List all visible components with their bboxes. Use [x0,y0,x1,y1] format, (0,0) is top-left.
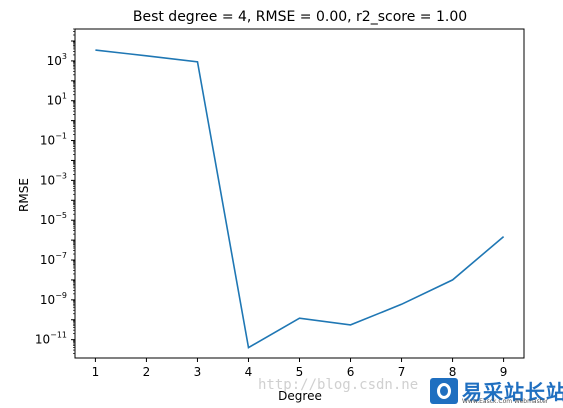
data-point [247,346,250,349]
y-tick-label: 101 [47,92,67,108]
data-point [145,54,148,57]
data-point [400,303,403,306]
x-tick-label: 9 [500,365,508,379]
x-tick-label: 5 [296,365,304,379]
data-point [502,235,505,238]
data-point [451,278,454,281]
x-tick-label: 8 [449,365,457,379]
x-tick-label: 4 [245,365,253,379]
x-tick-label: 2 [143,365,151,379]
logo-badge-icon [430,378,458,404]
x-axis-ticks: 1 2 3 4 5 6 7 8 9 [92,358,508,379]
y-tick-label: 10−1 [40,132,67,148]
series-points [94,49,505,350]
x-axis-label: Degree [278,389,322,403]
y-tick-label: 103 [47,52,67,68]
watermark-url: http://blog.csdn.ne [258,377,418,393]
chart-title: Best degree = 4, RMSE = 0.00, r2_score =… [133,9,467,25]
data-point [298,317,301,320]
y-tick-label: 10−11 [35,331,67,347]
data-point [196,60,199,63]
x-tick-label: 1 [92,365,100,379]
watermark-logo: 易采站长站 Www.Easck.Com Webmaster [430,376,563,406]
x-tick-label: 3 [194,365,202,379]
data-point [94,49,97,52]
series-line [95,49,505,349]
y-tick-label: 10−5 [40,211,67,227]
y-tick-label: 10−9 [40,291,67,307]
plot-frame [74,28,525,359]
y-tick-label: 10−7 [40,251,67,267]
y-axis-label: RMSE [17,178,31,212]
x-tick-label: 6 [347,365,355,379]
y-tick-label: 10−3 [40,171,67,187]
y-axis-ticks: 103 101 10−1 10−3 10−5 10−7 10−9 10−11 [35,28,75,354]
logo-subtext: Www.Easck.Com Webmaster [462,398,549,405]
x-tick-label: 7 [398,365,406,379]
logo-text: 易采站长站 [462,380,563,404]
data-point [349,323,352,326]
